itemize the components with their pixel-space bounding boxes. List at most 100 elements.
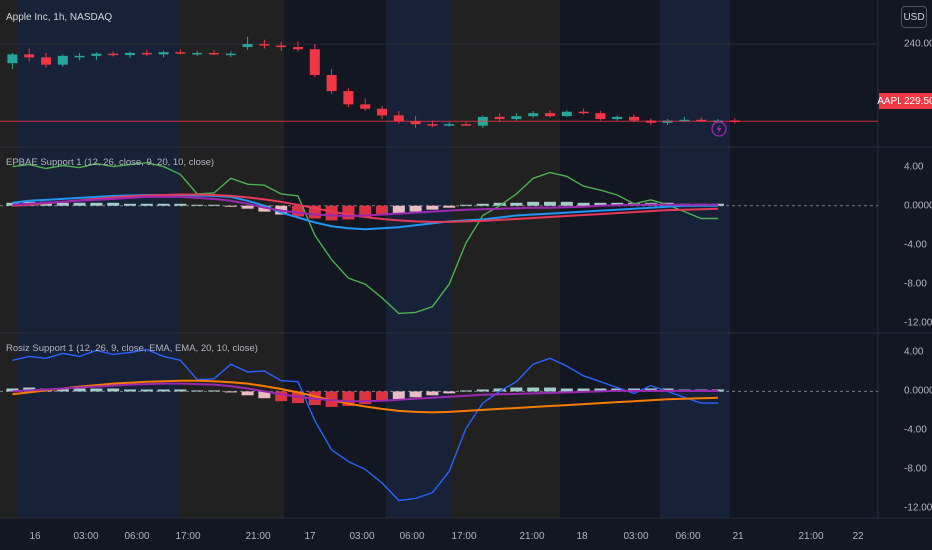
ind2-histogram-bar	[409, 391, 422, 398]
ind2-histogram-bar	[426, 391, 439, 396]
time-axis-tick: 17	[304, 531, 316, 542]
ind1-histogram-bar	[224, 205, 237, 207]
time-axis-tick: 21	[732, 531, 744, 542]
ind2-series-line	[12, 348, 718, 502]
ind1-histogram-bar	[359, 205, 372, 218]
session-band	[112, 0, 180, 518]
ind1-axis-tick: -12.00	[904, 317, 932, 329]
session-band	[18, 0, 68, 518]
ind1-histogram-bar	[157, 203, 170, 206]
time-axis-tick: 03:00	[623, 531, 649, 542]
ind1-histogram-bar	[443, 205, 456, 208]
ind1-histogram-bar	[409, 205, 422, 212]
ind2-histogram-bar	[560, 388, 573, 392]
ind1-histogram-bar	[560, 201, 573, 206]
ind2-series-line	[12, 382, 718, 403]
candle-body	[545, 113, 555, 117]
candle-body	[141, 52, 152, 55]
candle-body	[309, 49, 320, 75]
ind1-axis-tick: 4.00	[904, 161, 924, 173]
candle-body	[242, 44, 253, 48]
ind1-histogram-bar	[292, 205, 304, 217]
ind2-histogram-bar	[73, 388, 86, 392]
session-band	[452, 0, 560, 518]
indicator2-title[interactable]: Rosiz Support 1 (12, 26, 9, close, EMA, …	[6, 343, 258, 354]
currency-button[interactable]: USD	[901, 6, 927, 28]
candle-body	[629, 116, 639, 121]
ind2-histogram-bar	[107, 388, 120, 392]
ind2-histogram-bar	[544, 387, 556, 392]
ind2-axis-tick: -12.00	[904, 502, 932, 514]
ind2-histogram-bar	[191, 390, 204, 392]
ind1-histogram-bar	[577, 202, 590, 206]
time-axis-tick: 21:00	[245, 531, 271, 542]
ind2-histogram-bar	[443, 391, 456, 394]
ind1-histogram-bar	[376, 205, 388, 216]
time-axis-tick: 06:00	[675, 531, 701, 542]
ind2-histogram-bar	[258, 391, 271, 399]
candle-body	[225, 53, 236, 56]
ind1-series-line	[12, 193, 719, 223]
ind2-histogram-bar	[577, 388, 590, 392]
candle-body	[158, 52, 169, 55]
candle-body	[74, 55, 85, 58]
candle-body	[427, 124, 438, 126]
candle-body	[326, 74, 337, 92]
ind2-histogram-bar	[392, 391, 405, 400]
ind2-histogram-bar	[208, 390, 220, 392]
candle-body	[125, 52, 135, 56]
price-axis-tick: 240.00	[904, 38, 932, 50]
ind1-histogram-bar	[325, 205, 338, 221]
candle-body	[192, 52, 203, 55]
ind1-histogram-bar	[140, 203, 153, 206]
candle-body	[360, 104, 371, 109]
ind2-histogram-bar	[90, 388, 103, 392]
ind2-histogram-bar	[275, 391, 288, 402]
ind2-histogram-bar	[224, 391, 237, 393]
candle-body	[24, 54, 35, 58]
candle-body	[343, 91, 354, 105]
candle-body	[108, 53, 119, 56]
ind2-histogram-bar	[174, 389, 187, 392]
time-axis-tick: 06:00	[124, 531, 150, 542]
candle-body	[393, 115, 404, 122]
time-axis-tick: 21:00	[519, 531, 545, 542]
candle-body	[293, 47, 303, 50]
candle-body	[461, 124, 471, 126]
ind2-histogram-bar	[527, 387, 540, 392]
ind2-histogram-bar	[124, 389, 136, 392]
ind1-histogram-bar	[124, 203, 136, 206]
ind1-histogram-bar	[426, 205, 439, 210]
ind1-histogram-bar	[90, 202, 103, 206]
ind2-histogram-bar	[376, 391, 388, 402]
ind1-histogram-bar	[174, 203, 187, 206]
candle-body	[377, 108, 387, 116]
candle-body	[696, 119, 707, 122]
candle-body	[57, 55, 68, 65]
candle-body	[612, 116, 623, 120]
time-axis-tick: 16	[29, 531, 41, 542]
ind1-histogram-bar	[527, 201, 540, 206]
candle-body	[175, 52, 186, 54]
ind2-histogram-bar	[460, 390, 472, 392]
ind2-axis-tick: 0.0000	[904, 385, 932, 397]
indicator1-title[interactable]: EPBAE Support 1 (12, 26, close, 9, 20, 1…	[6, 157, 215, 168]
ind1-axis-tick: 0.0000	[904, 200, 932, 212]
candle-body	[494, 116, 505, 120]
lightning-icon[interactable]	[711, 121, 727, 137]
candle-body	[595, 113, 606, 120]
ind1-histogram-bar	[56, 202, 69, 206]
ind1-histogram-bar	[493, 202, 506, 206]
session-band	[660, 0, 730, 518]
candle-body	[444, 124, 455, 126]
time-axis-tick: 17:00	[451, 531, 477, 542]
ind2-histogram-bar	[594, 388, 607, 392]
candle-body	[561, 111, 572, 117]
ind2-histogram-bar	[140, 389, 153, 392]
ind1-series-line	[12, 195, 718, 218]
time-axis-tick: 18	[576, 531, 588, 542]
ind1-histogram-bar	[544, 201, 556, 206]
ind1-axis-tick: -4.00	[904, 239, 927, 251]
session-band	[180, 0, 284, 518]
